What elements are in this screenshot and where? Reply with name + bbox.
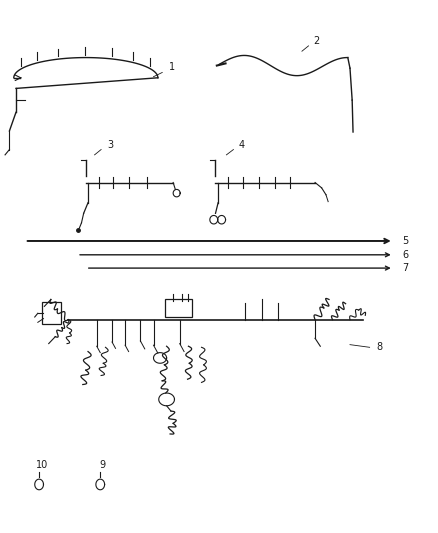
Text: 9: 9 [99, 459, 105, 470]
FancyBboxPatch shape [165, 299, 192, 317]
Text: 5: 5 [403, 236, 409, 246]
Text: 8: 8 [376, 342, 382, 352]
Text: 4: 4 [239, 140, 245, 150]
Text: 1: 1 [169, 62, 175, 72]
Text: 2: 2 [313, 36, 319, 46]
Text: 10: 10 [35, 459, 48, 470]
Text: 7: 7 [403, 263, 409, 273]
Text: 3: 3 [108, 140, 114, 150]
Text: 6: 6 [403, 250, 409, 260]
